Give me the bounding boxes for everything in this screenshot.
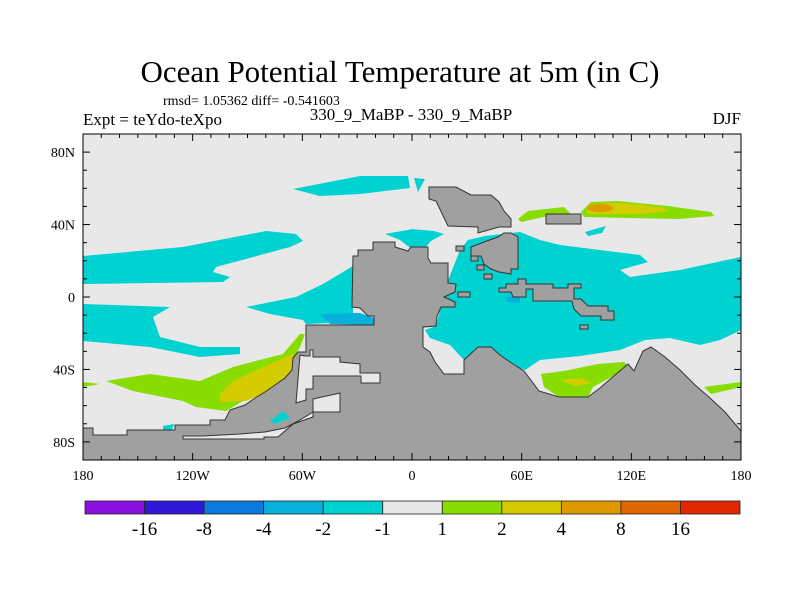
- stats-label: rmsd= 1.05362 diff= -0.541603: [163, 94, 340, 109]
- colorbar-box: [84, 500, 145, 515]
- colorbar-box: [382, 500, 443, 515]
- plot-title: Ocean Potential Temperature at 5m (in C): [140, 54, 660, 89]
- colorbar-label: -2: [315, 519, 331, 540]
- y-tick-label: 40N: [51, 219, 75, 234]
- axis-ticks: [82, 134, 742, 460]
- season-label: DJF: [712, 109, 741, 128]
- cyan-anomaly-region: [270, 411, 290, 424]
- colorbar: [84, 500, 741, 515]
- x-tick-label: 180: [73, 469, 94, 484]
- blue-anomaly-region: [320, 313, 374, 325]
- x-tick-label: 180: [731, 469, 752, 484]
- colorbar-box: [144, 500, 205, 515]
- y-tick-label: 80S: [53, 436, 75, 451]
- land-masses: [83, 186, 741, 460]
- x-tick-label: 0: [409, 469, 416, 484]
- colorbar-box: [560, 500, 622, 515]
- colorbar-label: -4: [256, 519, 272, 540]
- colorbar-label: 4: [557, 519, 567, 540]
- colorbar-labels: -16 -8 -4 -2 -1 1 2 4 8 16: [132, 519, 690, 540]
- y-axis-labels: 80N 40N 0 40S 80S: [51, 146, 75, 451]
- colorbar-label: -8: [196, 519, 212, 540]
- map-field: [83, 134, 741, 460]
- colorbar-label: 1: [438, 519, 448, 540]
- colorbar-box: [203, 500, 265, 515]
- y-tick-label: 40S: [53, 363, 75, 378]
- y-tick-label: 80N: [51, 146, 75, 161]
- colorbar-box: [441, 500, 503, 515]
- colorbar-label: 8: [616, 519, 626, 540]
- colorbar-label: 2: [497, 519, 507, 540]
- blue-anomaly-region: [505, 296, 520, 303]
- colorbar-label: 16: [671, 519, 690, 540]
- x-axis-labels: 180 120W 60W 0 60E 120E 180: [73, 469, 752, 484]
- colorbar-label: -1: [375, 519, 391, 540]
- colorbar-box: [680, 500, 741, 515]
- inner-seas: [182, 349, 381, 440]
- x-tick-label: 60W: [289, 469, 317, 484]
- colorbar-box: [322, 500, 384, 515]
- x-tick-label: 120E: [617, 469, 647, 484]
- experiment-label: Expt = teYdo-teXpo: [83, 110, 222, 129]
- colorbar-box: [263, 500, 324, 515]
- x-tick-label: 60E: [510, 469, 533, 484]
- colorbar-box: [620, 500, 681, 515]
- y-tick-label: 0: [68, 291, 75, 306]
- colorbar-label: -16: [132, 519, 157, 540]
- x-tick-label: 120W: [176, 469, 211, 484]
- case-label: 330_9_MaBP - 330_9_MaBP: [309, 105, 513, 124]
- warm-anomaly-regions: [83, 201, 741, 411]
- colorbar-box: [501, 500, 562, 515]
